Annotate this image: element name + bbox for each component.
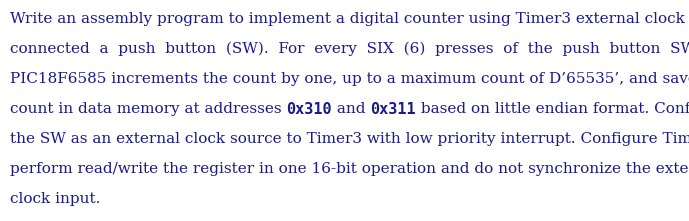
Text: count in data memory at addresses: count in data memory at addresses (10, 102, 287, 116)
Text: and: and (332, 102, 371, 116)
Text: PIC18F6585 increments the count by one, up to a maximum count of D’65535’, and s: PIC18F6585 increments the count by one, … (10, 72, 689, 86)
Text: the SW as an external clock source to Timer3 with low priority interrupt. Config: the SW as an external clock source to Ti… (10, 132, 689, 146)
Text: 0x311: 0x311 (371, 102, 416, 117)
Text: clock input.: clock input. (10, 192, 101, 206)
Text: 0x310: 0x310 (287, 102, 332, 117)
Text: Write an assembly program to implement a digital counter using Timer3 external c: Write an assembly program to implement a… (10, 12, 689, 26)
Text: based on little endian format. Configure: based on little endian format. Configure (416, 102, 689, 116)
Text: perform read/write the register in one 16-bit operation and do not synchronize t: perform read/write the register in one 1… (10, 162, 689, 176)
Text: connected  a  push  button  (SW).  For  every  SIX  (6)  presses  of  the  push : connected a push button (SW). For every … (10, 42, 689, 56)
